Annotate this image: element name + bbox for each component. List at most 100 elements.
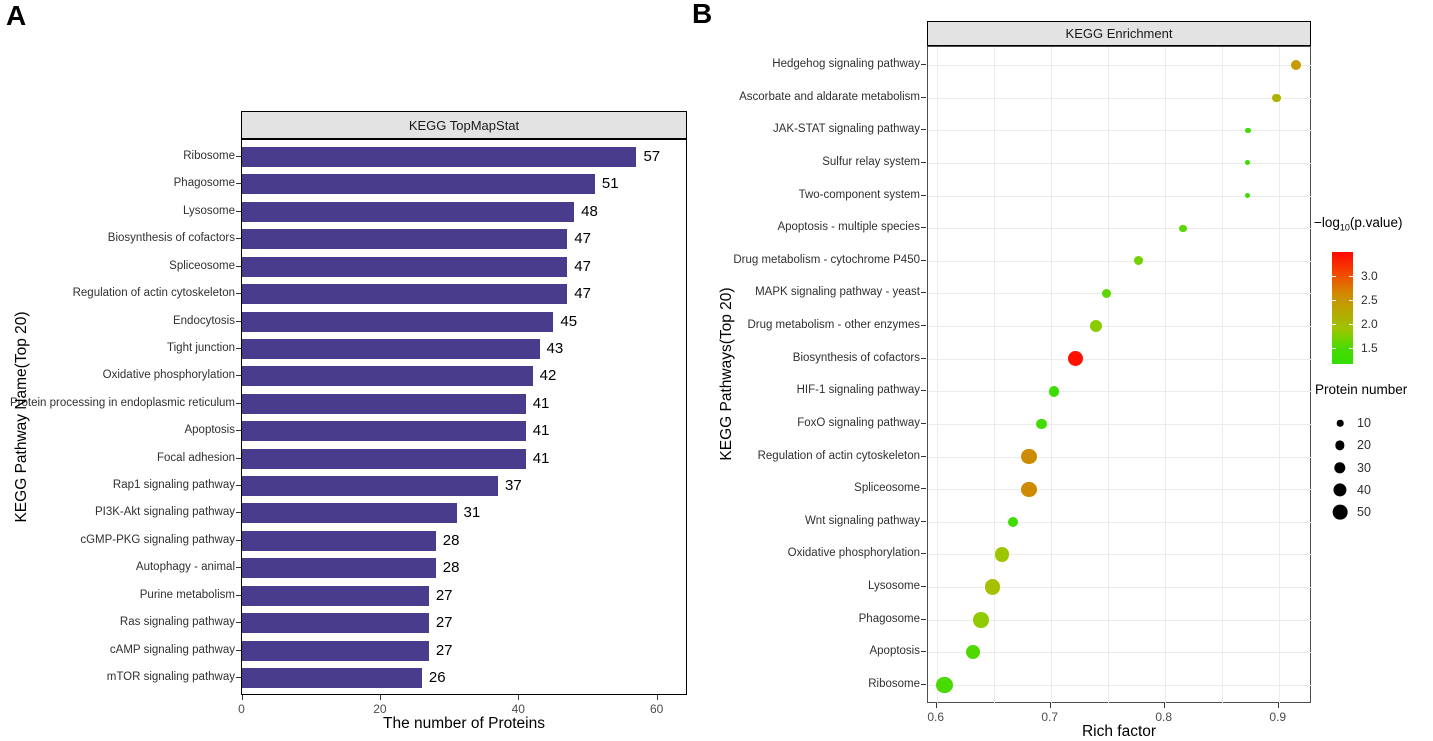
y-category-label: Phagosome [173, 177, 235, 190]
x-axis-tick-label: 0.6 [927, 710, 945, 724]
color-legend-title: −log10(p.value) [1314, 215, 1402, 233]
bar [242, 338, 540, 359]
bar [242, 585, 429, 606]
panel-a-title-strip: KEGG TopMapStat [241, 111, 687, 139]
y-category-label: Spliceosome [169, 259, 235, 272]
colorbar-tick [1332, 348, 1336, 350]
data-point [1290, 60, 1301, 70]
y-category-label: Two-component system [798, 188, 920, 201]
colorbar-tick [1349, 275, 1353, 277]
bar [242, 503, 457, 524]
gridline-horizontal [928, 619, 1312, 621]
y-category-label: cAMP signaling pathway [109, 643, 235, 656]
size-legend-title: Protein number [1315, 382, 1408, 397]
bar [242, 640, 429, 661]
bar-value-label: 48 [581, 202, 598, 220]
data-point [1068, 351, 1084, 367]
x-axis-tick [1277, 703, 1279, 708]
x-axis-tick [379, 695, 381, 700]
y-category-label: Protein processing in endoplasmic reticu… [10, 396, 235, 409]
y-category-label: Regulation of actin cytoskeleton [757, 449, 920, 462]
y-category-label: mTOR signaling pathway [106, 670, 235, 683]
y-category-label: Autophagy - animal [135, 561, 235, 574]
x-axis-tick-label: 60 [650, 702, 664, 716]
y-category-label: Lysosome [868, 580, 920, 593]
bar [242, 476, 499, 497]
size-legend-dot [1336, 419, 1344, 427]
y-axis-tick [921, 488, 926, 490]
data-point [984, 579, 1001, 595]
gridline-vertical [1050, 47, 1052, 704]
bar [242, 147, 637, 167]
panel-b-plot-area [927, 46, 1312, 704]
size-legend-dot [1333, 483, 1347, 497]
panel-b-title: KEGG Enrichment [1065, 26, 1173, 41]
bar-value-label: 31 [463, 504, 481, 522]
y-axis-tick [236, 375, 241, 377]
gridline-horizontal [928, 326, 1312, 328]
y-category-label: Sulfur relay system [822, 155, 920, 168]
y-category-label: Focal adhesion [157, 451, 235, 464]
bar [242, 366, 533, 387]
y-axis-tick [921, 64, 926, 65]
y-category-label: Apoptosis [869, 645, 920, 658]
data-point [1048, 386, 1060, 397]
gridline-vertical [1278, 47, 1280, 704]
y-axis-tick [921, 390, 926, 392]
bar-value-label: 27 [435, 614, 453, 632]
y-axis-tick [236, 293, 241, 295]
bar [242, 393, 526, 414]
x-axis-tick-label: 0.8 [1155, 710, 1173, 724]
y-axis-tick [921, 259, 926, 261]
bar [242, 256, 568, 277]
panel-a-y-axis-title: KEGG Pathway Name(Top 20) [13, 311, 30, 523]
panel-a-x-axis-title: The number of Proteins [383, 715, 545, 732]
bar [242, 667, 422, 688]
gridline-horizontal [928, 260, 1312, 262]
y-category-label: Apoptosis [184, 424, 235, 437]
y-category-label: Hedgehog signaling pathway [772, 58, 920, 70]
y-axis-tick [236, 649, 241, 651]
y-category-label: PI3K-Akt signaling pathway [95, 506, 235, 519]
bar [242, 229, 568, 250]
y-category-label: Purine metabolism [139, 588, 235, 601]
color-legend-title-suffix: (p.value) [1349, 215, 1403, 230]
color-legend-title-prefix: −log [1314, 215, 1340, 230]
y-axis-tick [921, 325, 926, 327]
y-axis-tick [236, 457, 241, 459]
y-category-label: Phagosome [858, 612, 920, 625]
y-category-label: cGMP-PKG signaling pathway [80, 533, 235, 546]
panel-b-x-axis-title: Rich factor [1081, 723, 1157, 740]
bar [242, 448, 526, 469]
x-axis-tick [518, 695, 520, 700]
y-axis-tick [236, 156, 241, 157]
data-point [1245, 127, 1251, 133]
colorbar-tick [1349, 323, 1353, 325]
gridline-horizontal [928, 684, 1312, 686]
bar-value-label: 28 [442, 559, 460, 577]
y-axis-tick [921, 683, 926, 685]
x-axis-tick-label: 20 [373, 702, 387, 716]
color-legend-title-sub: 10 [1339, 222, 1350, 233]
bar-value-label: 43 [546, 339, 564, 357]
y-category-label: Ribosome [868, 677, 920, 690]
size-legend-dot [1332, 504, 1348, 520]
y-axis-tick [236, 430, 241, 432]
panel-a-plot-area: 57 51 48 47 47 47 45 43 42 41 41 41 37 31 28 28 27 27 27 26 [241, 139, 687, 695]
panel-b-letter: B [692, 0, 713, 29]
gridline-horizontal [928, 195, 1312, 197]
gridline-horizontal [928, 130, 1312, 132]
bar-value-label: 41 [532, 422, 550, 440]
gridline-horizontal [928, 587, 1312, 589]
gridline-horizontal [928, 97, 1312, 99]
bar [242, 558, 436, 579]
y-category-label: Rap1 signaling pathway [112, 479, 235, 492]
bar-value-label: 47 [574, 257, 591, 275]
y-axis-tick [921, 96, 926, 98]
y-category-label: Tight junction [167, 341, 235, 354]
bar-value-label: 41 [532, 394, 550, 412]
x-axis-tick-label: 0.7 [1041, 710, 1059, 724]
colorbar-tick-label: 3.0 [1361, 268, 1378, 283]
data-point [966, 645, 981, 660]
